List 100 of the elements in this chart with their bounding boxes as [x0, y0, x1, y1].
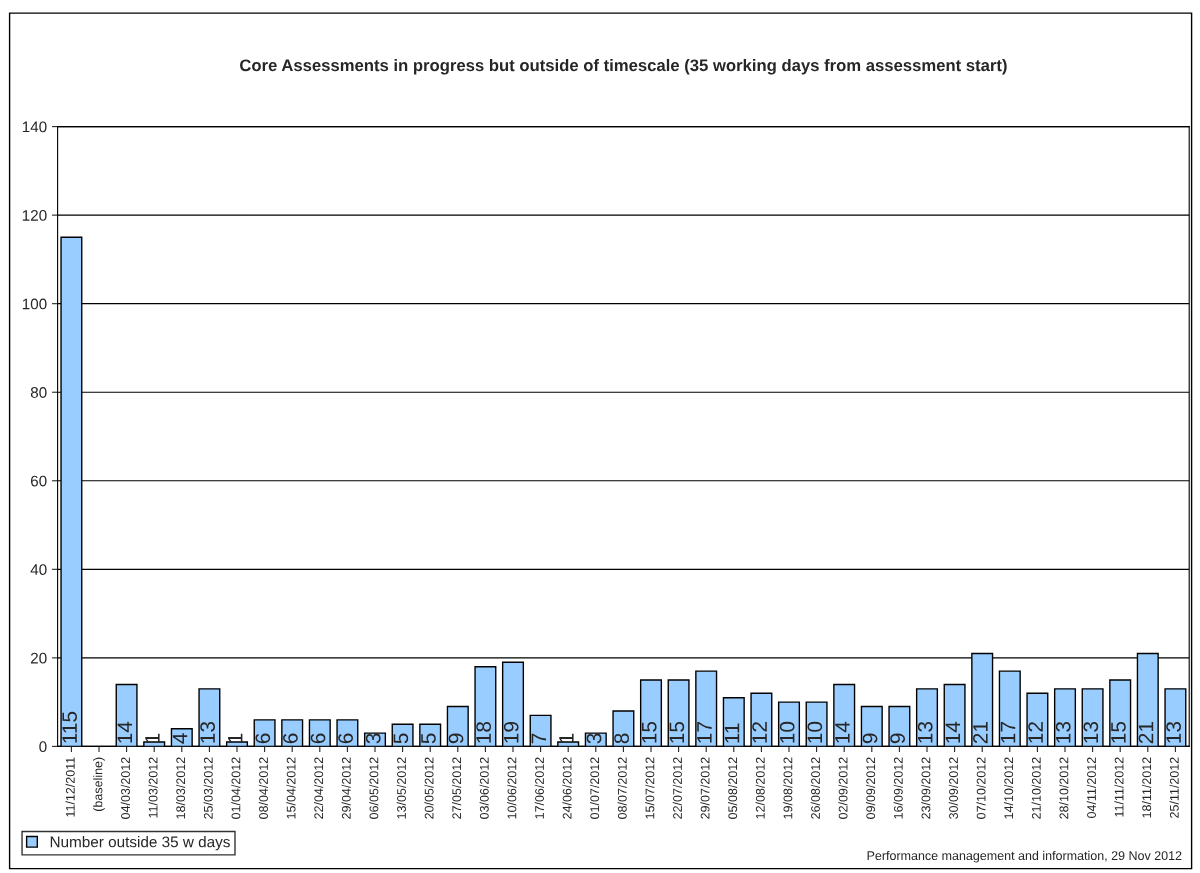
data-label: 6 [283, 733, 298, 744]
x-tick-label: 01/07/2012 [589, 757, 600, 819]
bar [1053, 688, 1077, 747]
data-label: 4 [172, 733, 188, 744]
x-tick-label: 08/04/2012 [258, 757, 268, 819]
data-label: 13 [1083, 721, 1099, 743]
x-tick-label: 04/03/2012 [120, 757, 130, 819]
x-tick-label: 02/09/2012 [838, 757, 848, 819]
x-tick-label: 03/06/2012 [479, 757, 489, 819]
x-tick-label: 18/11/2012 [1141, 757, 1152, 818]
data-label: 15 [1111, 721, 1126, 743]
y-tick-label: 60 [30, 475, 47, 487]
bar [1164, 688, 1187, 747]
bar [777, 701, 801, 747]
x-tick-label: 11/11/2012 [1114, 757, 1124, 817]
bar [1081, 688, 1104, 747]
x-tick-label: 29/04/2012 [341, 757, 351, 819]
y-tick-label: 80 [30, 387, 47, 398]
data-label: 13 [1166, 721, 1181, 743]
bar [474, 666, 497, 747]
data-label: 21 [1138, 722, 1154, 744]
bar [639, 679, 663, 747]
x-tick-label: 06/05/2012 [369, 757, 379, 819]
x-tick-label: 24/06/2012 [562, 757, 572, 819]
bar [529, 714, 552, 747]
bar [833, 683, 856, 747]
bar [1109, 679, 1132, 747]
x-tick-label: 19/08/2012 [783, 757, 793, 819]
x-tick-label: 21/10/2012 [1031, 757, 1041, 819]
chart-title: Core Assessments in progress but outside of timescale (35 working days from assessment start) [240, 58, 1007, 75]
data-label: 15 [642, 721, 657, 743]
data-label: 10 [807, 721, 823, 743]
x-tick-label: 25/11/2012 [1169, 757, 1179, 818]
bar [722, 697, 745, 747]
x-tick-label: 16/09/2012 [893, 757, 903, 819]
x-tick-label: 29/07/2012 [700, 757, 710, 819]
data-label: 18 [476, 721, 491, 743]
x-tick-label: 18/03/2012 [175, 757, 186, 819]
y-tick-label: 140 [22, 121, 47, 133]
bar [501, 661, 525, 747]
x-tick-label: 07/10/2012 [976, 757, 986, 819]
data-label: 1 [228, 733, 243, 743]
legend-label: Number outside 35 w days [50, 836, 230, 851]
x-tick-label: 23/09/2012 [921, 757, 931, 819]
data-label: 6 [338, 733, 353, 744]
x-tick-label: 26/08/2012 [810, 757, 820, 819]
y-tick-label: 0 [39, 741, 47, 753]
x-tick-label: 11/03/2012 [148, 757, 158, 818]
data-label: 14 [945, 721, 960, 743]
data-label: 12 [1028, 722, 1043, 743]
x-tick-label: 25/03/2012 [203, 757, 213, 819]
data-label: 5 [393, 733, 409, 744]
x-tick-label: 01/04/2012 [231, 757, 241, 819]
data-label: 5 [421, 733, 436, 744]
bar [143, 741, 166, 747]
x-tick-label: 10/06/2012 [507, 757, 517, 819]
x-tick-label: 04/11/2012 [1086, 757, 1096, 818]
bar [915, 688, 939, 747]
x-tick-label: (baseline) [93, 757, 105, 811]
data-label: 14 [835, 721, 850, 743]
x-tick-label: 15/04/2012 [286, 757, 296, 819]
x-tick-label: 12/08/2012 [755, 757, 765, 819]
data-label: 12 [752, 722, 767, 743]
data-label: 6 [310, 733, 326, 744]
x-tick-label: 30/09/2012 [948, 757, 958, 819]
x-tick-label: 14/10/2012 [1003, 757, 1014, 819]
y-tick-label: 20 [30, 652, 47, 664]
data-label: 14 [117, 721, 132, 743]
data-label: 9 [890, 733, 905, 744]
x-tick-label: 20/05/2012 [424, 757, 434, 819]
bar [695, 670, 718, 747]
data-label: 13 [1055, 721, 1071, 743]
bar [998, 670, 1021, 747]
bar [860, 705, 883, 747]
data-label: 10 [779, 721, 795, 743]
data-label: 11 [724, 723, 740, 743]
data-label: 1 [145, 733, 160, 743]
bar [115, 683, 138, 747]
data-label: 13 [917, 721, 933, 743]
data-label: 3 [365, 733, 381, 744]
x-tick-label: 22/07/2012 [672, 757, 682, 819]
y-tick-label: 100 [22, 298, 47, 310]
data-label: 17 [1000, 722, 1016, 743]
x-tick-label: 09/09/2012 [865, 757, 876, 819]
bar [943, 683, 966, 747]
data-label: 7 [531, 733, 546, 744]
data-label: 115 [62, 711, 77, 743]
data-label: 17 [697, 722, 712, 743]
data-label: 8 [614, 733, 629, 744]
data-label: 6 [255, 733, 271, 744]
x-tick-label: 17/06/2012 [534, 757, 544, 819]
bar [612, 710, 635, 747]
bar [667, 679, 690, 747]
y-tick-label: 40 [30, 564, 47, 576]
data-label: 13 [200, 721, 215, 743]
bar [888, 705, 911, 747]
data-label: 1 [559, 733, 574, 743]
bar [225, 741, 249, 747]
bar [198, 688, 221, 747]
x-tick-label: 05/08/2012 [727, 757, 738, 819]
